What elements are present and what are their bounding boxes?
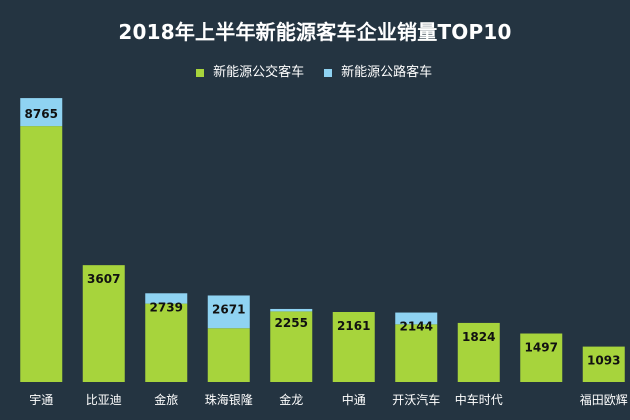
- legend-item-bus: 新能源公交客车: [196, 64, 304, 82]
- category-label-2: 金旅: [154, 392, 178, 407]
- bar-total-label-9: 1093: [587, 354, 620, 368]
- bar-total-label-5: 2161: [337, 319, 370, 333]
- bar-bus-6: [395, 324, 438, 382]
- legend-swatch-road: [324, 69, 332, 77]
- category-label-3: 珠海银隆: [205, 392, 253, 407]
- bar-total-label-7: 1824: [462, 330, 495, 344]
- bar-total-label-1: 3607: [87, 272, 120, 286]
- category-label-0: 宇通: [29, 393, 53, 407]
- bar-bus-9: [582, 346, 625, 382]
- legend-label-road: 新能源公路客车: [341, 65, 433, 80]
- chart-legend: 新能源公交客车 新能源公路客车: [196, 64, 456, 82]
- bar-total-label-2: 2739: [150, 300, 183, 314]
- bar-bus-7: [457, 322, 500, 382]
- bar-total-label-8: 1497: [525, 341, 558, 355]
- bar-bus-2: [145, 303, 188, 382]
- category-label-5: 中通: [342, 392, 366, 407]
- legend-label-bus: 新能源公交客车: [213, 65, 305, 80]
- chart-title: 2018年上半年新能源客车企业销量TOP10: [118, 20, 512, 44]
- bar-total-label-6: 2144: [400, 320, 433, 334]
- ticks-layer: 宇通 比亚迪 金旅 珠海银隆 金龙 中通 开沃汽车 中车时代 福田欧辉: [29, 392, 628, 407]
- category-label-1: 比亚迪: [86, 393, 122, 407]
- bar-bus-4: [270, 311, 313, 382]
- category-label-6: 开沃汽车: [392, 392, 440, 407]
- bar-road-0: [20, 98, 63, 127]
- bar-total-label-0: 8765: [25, 107, 58, 121]
- bars-layer: [20, 98, 625, 382]
- category-label-7: 中车时代: [455, 392, 503, 407]
- legend-item-road: 新能源公路客车: [324, 64, 432, 82]
- category-label-9: 福田欧辉: [580, 392, 628, 407]
- labels-layer: 8765 3607 2739 2671 2255 2161 2144 1824 1497 1093: [25, 107, 621, 368]
- bar-total-label-3: 2671: [212, 302, 245, 316]
- legend-swatch-bus: [196, 69, 204, 77]
- bar-bus-3: [207, 328, 250, 382]
- bar-bus-0: [20, 126, 63, 382]
- bar-road-2: [145, 293, 188, 304]
- bar-road-6: [395, 312, 438, 325]
- bar-bus-5: [332, 312, 375, 382]
- bar-road-3: [207, 295, 250, 329]
- bar-bus-8: [520, 333, 563, 382]
- bar-bus-1: [82, 265, 125, 382]
- category-label-4: 金龙: [279, 392, 303, 407]
- bar-total-label-4: 2255: [275, 316, 308, 330]
- bar-road-4: [270, 308, 313, 312]
